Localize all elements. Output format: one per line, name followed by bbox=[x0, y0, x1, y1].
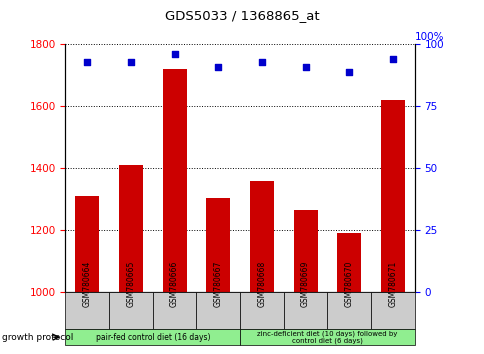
Point bbox=[301, 64, 309, 69]
Bar bbox=[293, 210, 317, 292]
Bar bbox=[336, 233, 361, 292]
Point bbox=[388, 56, 396, 62]
Text: pair-fed control diet (16 days): pair-fed control diet (16 days) bbox=[95, 333, 210, 342]
Bar bbox=[75, 196, 99, 292]
Text: GSM780668: GSM780668 bbox=[257, 261, 266, 307]
Point bbox=[127, 59, 135, 64]
Text: GSM780667: GSM780667 bbox=[213, 261, 222, 307]
Text: GSM780665: GSM780665 bbox=[126, 261, 135, 307]
Point bbox=[257, 59, 265, 64]
Text: GSM780671: GSM780671 bbox=[388, 261, 396, 307]
Bar bbox=[119, 165, 143, 292]
Bar bbox=[380, 100, 404, 292]
Bar bbox=[206, 198, 230, 292]
Bar bbox=[162, 69, 186, 292]
Text: growth protocol: growth protocol bbox=[2, 333, 74, 342]
Text: GSM780666: GSM780666 bbox=[170, 261, 179, 307]
Bar bbox=[249, 181, 273, 292]
Text: GSM780669: GSM780669 bbox=[301, 261, 309, 307]
Text: zinc-deficient diet (10 days) followed by
control diet (6 days): zinc-deficient diet (10 days) followed b… bbox=[257, 330, 397, 344]
Point bbox=[170, 51, 178, 57]
Text: GSM780670: GSM780670 bbox=[344, 261, 353, 307]
Point bbox=[83, 59, 91, 64]
Text: GDS5033 / 1368865_at: GDS5033 / 1368865_at bbox=[165, 9, 319, 22]
Text: 100%: 100% bbox=[414, 32, 443, 42]
Text: GSM780664: GSM780664 bbox=[83, 261, 91, 307]
Point bbox=[345, 69, 352, 74]
Point bbox=[214, 64, 222, 69]
